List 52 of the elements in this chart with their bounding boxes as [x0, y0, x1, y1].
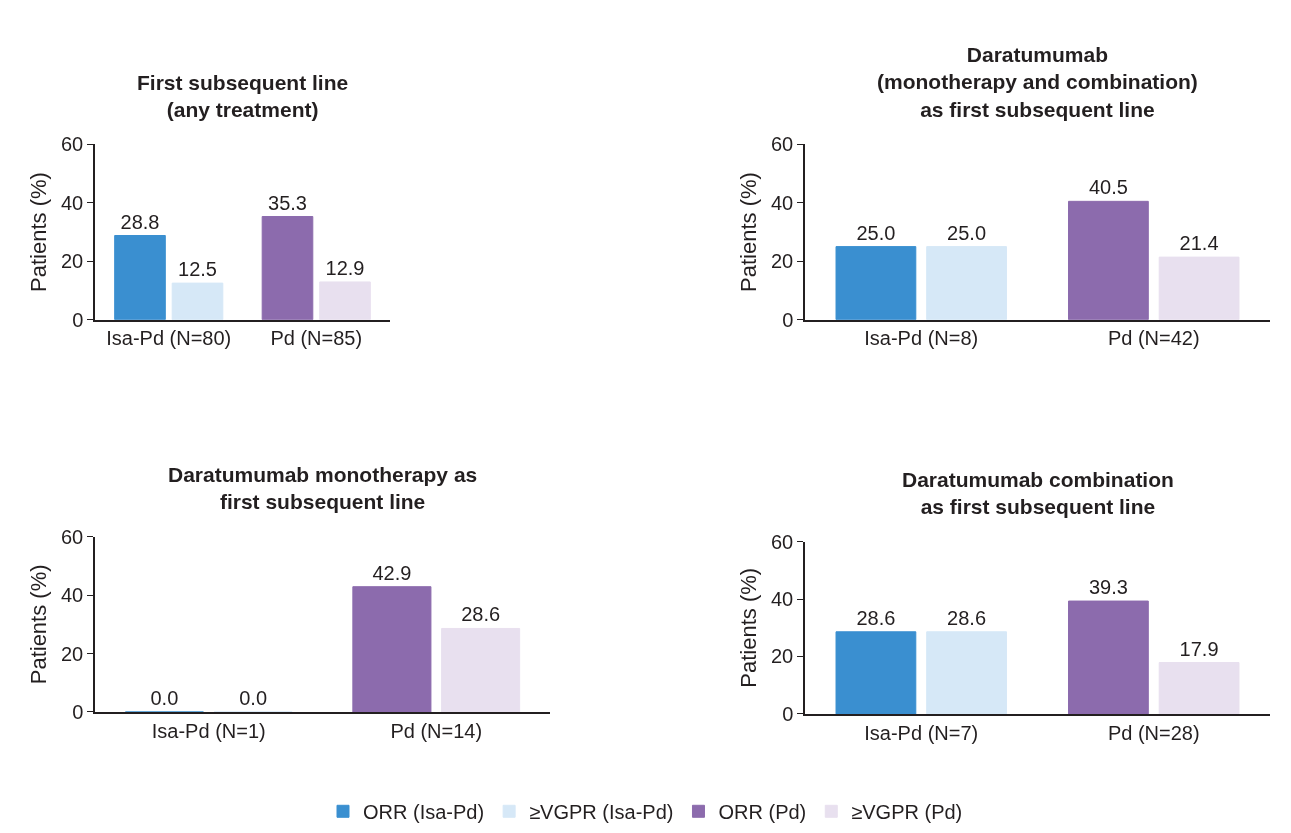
legend-label: ≥VGPR (Isa-Pd): [529, 801, 674, 824]
data-label: 0.0: [150, 686, 179, 709]
x-tick-label: Pd (N=85): [270, 327, 363, 350]
x-tick-label: Isa-Pd (N=8): [864, 327, 979, 350]
y-axis-title: Patients (%): [26, 172, 52, 292]
chart-title: First subsequent line (any treatment): [137, 71, 349, 122]
y-tick-label: 20: [771, 645, 794, 668]
y-tick-label: 60: [61, 133, 84, 156]
y-axis-title: Patients (%): [26, 564, 52, 685]
y-tick-label: 20: [771, 250, 794, 273]
x-tick-label: Pd (N=42): [1107, 327, 1200, 350]
data-label: 28.6: [947, 606, 987, 629]
chart-title: Daratumumab monotherapy as first subsequent line: [168, 463, 478, 514]
data-label: 25.0: [856, 221, 896, 244]
y-tick-label: 60: [61, 525, 84, 548]
y-tick-label: 0: [72, 700, 84, 723]
data-label: 12.9: [325, 256, 365, 279]
y-tick-label: 0: [782, 308, 794, 331]
data-label: 35.3: [268, 191, 307, 214]
y-tick-label: 20: [61, 250, 84, 273]
chart-title: Daratumumab combination as first subsequent line: [902, 468, 1174, 519]
x-tick-label: Isa-Pd (N=80): [106, 327, 232, 350]
x-tick-label: Isa-Pd (N=7): [864, 721, 979, 744]
y-tick-label: 40: [61, 584, 84, 607]
data-label: 28.6: [856, 606, 896, 629]
y-tick-label: 40: [61, 191, 84, 214]
y-tick-label: 0: [782, 702, 794, 725]
y-axis-title: Patients (%): [736, 172, 762, 292]
data-label: 25.0: [947, 221, 987, 244]
data-label: 39.3: [1088, 576, 1128, 599]
legend-label: ≥VGPR (Pd): [851, 801, 963, 824]
y-tick-label: 20: [61, 642, 84, 665]
y-tick-label: 40: [771, 588, 794, 611]
y-tick-label: 0: [72, 308, 84, 331]
y-axis-title: Patients (%): [736, 567, 762, 688]
data-label: 0.0: [239, 686, 268, 709]
data-label: 28.8: [120, 210, 160, 233]
y-tick-label: 60: [771, 133, 794, 156]
data-label: 21.4: [1179, 232, 1219, 255]
y-tick-label: 40: [771, 191, 794, 214]
data-label: 12.5: [178, 258, 217, 281]
legend-label: ORR (Isa-Pd): [363, 801, 485, 824]
x-tick-label: Pd (N=14): [390, 719, 483, 742]
data-label: 42.9: [372, 561, 412, 584]
legend-label: ORR (Pd): [718, 801, 807, 824]
data-label: 28.6: [461, 603, 501, 626]
chart-title: Daratumumab (monotherapy and combination) as first subsequent line: [877, 43, 1198, 121]
x-tick-label: Isa-Pd (N=1): [151, 719, 266, 742]
x-tick-label: Pd (N=28): [1107, 721, 1200, 744]
data-label: 40.5: [1088, 176, 1128, 199]
y-tick-label: 60: [771, 530, 794, 553]
data-label: 17.9: [1179, 637, 1219, 660]
